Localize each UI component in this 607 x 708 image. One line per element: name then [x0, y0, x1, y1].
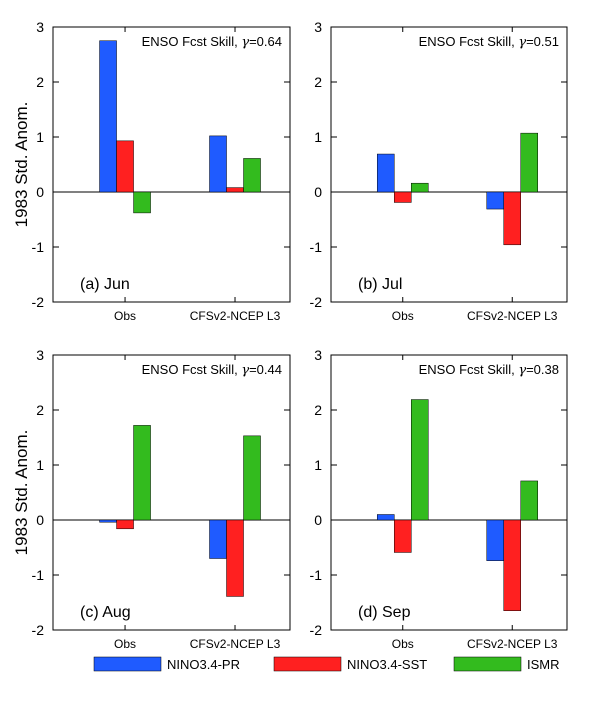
- panel-label: (b) Jul: [358, 276, 402, 293]
- panel-title: ENSO Fcst Skill, γ=0.64: [142, 34, 282, 50]
- y-tick-label: -1: [32, 567, 45, 583]
- y-tick-label: -1: [32, 239, 45, 255]
- chart-panel-2: -2 -1 0 1 2 3 Obs CFSv2-NCEP L3 ENSO Fcst Skill,…: [310, 19, 568, 323]
- y-tick-label: 0: [36, 512, 44, 528]
- y-tick-label: 2: [314, 74, 322, 90]
- y-tick-label: 1: [314, 457, 322, 473]
- plot-frame: [330, 26, 568, 303]
- bar-nino3-4-pr-obs: [99, 519, 117, 523]
- y-tick-label: 2: [314, 402, 322, 418]
- bar-nino3-4-pr-obs: [376, 514, 395, 521]
- y-tick-label: 0: [314, 512, 322, 528]
- y-tick-label: 3: [36, 19, 44, 35]
- bar-ismr-cfsv2: [243, 158, 261, 193]
- x-tick-label: CFSv2-NCEP L3: [190, 637, 281, 651]
- y-tick-label: -2: [32, 622, 45, 638]
- y-tick-label: 2: [36, 402, 44, 418]
- legend-swatch-nino3-4-pr: [93, 656, 162, 672]
- bar-nino3-4-pr-obs: [376, 153, 395, 193]
- bar-nino3-4-sst-cfsv2: [226, 187, 244, 193]
- bar-ismr-obs: [133, 191, 151, 214]
- bar-nino3-4-sst-cfsv2: [226, 519, 244, 597]
- x-tick-label: Obs: [392, 637, 414, 651]
- y-tick-label: -2: [310, 294, 323, 310]
- bar-nino3-4-sst-obs: [393, 519, 412, 553]
- y-tick-label: -1: [310, 239, 323, 255]
- x-tick-label: CFSv2-NCEP L3: [190, 309, 281, 323]
- bar-ismr-cfsv2: [520, 132, 538, 193]
- y-tick-label: -2: [32, 294, 45, 310]
- legend-label: NINO3.4-PR: [167, 657, 240, 672]
- bar-nino3-4-pr-obs: [99, 40, 117, 193]
- bar-nino3-4-sst-obs: [116, 140, 134, 193]
- bar-nino3-4-sst-cfsv2: [503, 519, 521, 611]
- bar-nino3-4-pr-cfsv2: [209, 519, 227, 559]
- y-tick-label: 1: [314, 129, 322, 145]
- bar-ismr-cfsv2: [243, 435, 261, 521]
- y-tick-label: 3: [314, 347, 322, 363]
- y-tick-label: 1: [36, 457, 44, 473]
- bar-nino3-4-sst-cfsv2: [503, 191, 521, 246]
- y-axis-label: 1983 Std. Anom.: [12, 430, 31, 556]
- x-tick-label: Obs: [114, 309, 136, 323]
- bar-ismr-cfsv2: [520, 480, 538, 521]
- y-tick-label: 2: [36, 74, 44, 90]
- y-tick-label: 0: [36, 184, 44, 200]
- panel-label: (c) Aug: [80, 604, 131, 621]
- legend-label: ISMR: [527, 657, 560, 672]
- y-tick-label: 0: [314, 184, 322, 200]
- bar-nino3-4-pr-cfsv2: [486, 519, 504, 561]
- bar-ismr-obs: [410, 399, 429, 521]
- panel-label: (d) Sep: [358, 604, 411, 621]
- plot-frame: [52, 354, 291, 631]
- y-axis-label: 1983 Std. Anom.: [12, 102, 31, 228]
- bar-nino3-4-sst-obs: [393, 191, 412, 203]
- x-tick-label: Obs: [392, 309, 414, 323]
- bar-ismr-obs: [410, 182, 429, 193]
- legend-swatch-ismr: [453, 656, 522, 672]
- panel-label: (a) Jun: [80, 276, 130, 293]
- y-tick-label: -1: [310, 567, 323, 583]
- panel-title: ENSO Fcst Skill, γ=0.38: [419, 362, 559, 378]
- chart-panel-4: -2 -1 0 1 2 3 Obs CFSv2-NCEP L3 ENSO Fcst Skill,…: [310, 347, 568, 651]
- chart-panel-3: -2 -1 0 1 2 3 Obs CFSv2-NCEP L3 ENSO Fcst Skill,…: [12, 347, 291, 651]
- panel-title: ENSO Fcst Skill, γ=0.51: [419, 34, 559, 50]
- panel-title: ENSO Fcst Skill, γ=0.44: [142, 362, 282, 378]
- chart-panel-1: -2 -1 0 1 2 3 Obs CFSv2-NCEP L3 ENSO Fcst Skill,…: [12, 19, 291, 323]
- x-tick-label: CFSv2-NCEP L3: [467, 309, 558, 323]
- y-tick-label: 3: [36, 347, 44, 363]
- x-tick-label: CFSv2-NCEP L3: [467, 637, 558, 651]
- legend: NINO3.4-PR NINO3.4-SST ISMR: [93, 656, 560, 672]
- plot-frame: [52, 26, 291, 303]
- legend-swatch-nino3-4-sst: [273, 656, 342, 672]
- legend-label: NINO3.4-SST: [347, 657, 427, 672]
- y-tick-label: 1: [36, 129, 44, 145]
- bar-nino3-4-pr-cfsv2: [486, 191, 504, 210]
- bar-nino3-4-sst-obs: [116, 519, 134, 530]
- y-tick-label: 3: [314, 19, 322, 35]
- y-tick-label: -2: [310, 622, 323, 638]
- bar-nino3-4-pr-cfsv2: [209, 135, 227, 193]
- plot-frame: [330, 354, 568, 631]
- bar-ismr-obs: [133, 425, 151, 521]
- x-tick-label: Obs: [114, 637, 136, 651]
